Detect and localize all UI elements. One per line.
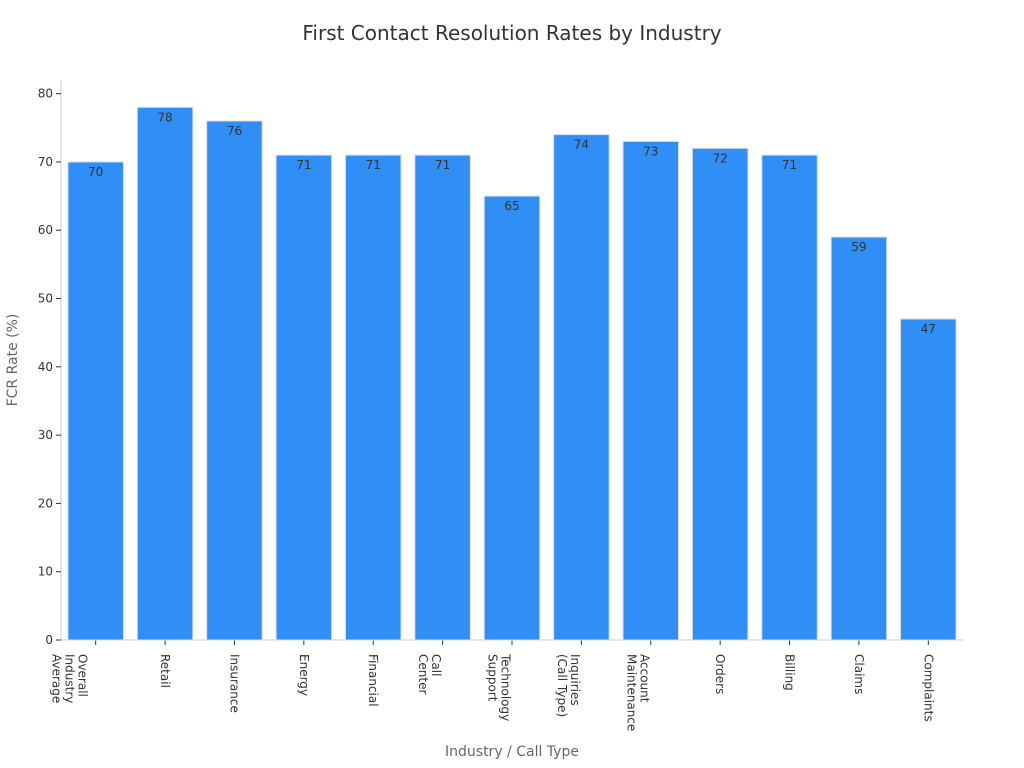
x-tick-label: Insurance bbox=[228, 654, 242, 713]
bar-value-label: 71 bbox=[296, 158, 311, 172]
x-tick-label-text: OverallIndustryAverage bbox=[50, 654, 90, 703]
x-tick-label-text: CallCenter bbox=[417, 654, 444, 694]
x-tick-label: Energy bbox=[297, 654, 311, 696]
bars bbox=[67, 106, 957, 641]
y-tick-label: 0 bbox=[45, 633, 53, 647]
x-tick-label: Complaints bbox=[922, 654, 936, 722]
x-tick-label-line: Retail bbox=[159, 654, 173, 688]
y-axis: 0 10 20 30 40 50 60 70 80 bbox=[38, 80, 62, 647]
y-tick-label: 40 bbox=[38, 360, 53, 374]
bar-value-label: 59 bbox=[851, 240, 866, 254]
bar-value-label: 73 bbox=[643, 144, 658, 158]
x-tick-label-text: Claims bbox=[852, 654, 866, 694]
x-tick-label-line: Claims bbox=[852, 654, 866, 694]
chart-title: First Contact Resolution Rates by Indust… bbox=[302, 21, 721, 45]
x-tick-label-line: Call bbox=[430, 654, 444, 676]
x-tick-label-line: Overall bbox=[76, 654, 90, 697]
x-tick-label: Inquiries(Call Type) bbox=[555, 654, 582, 717]
bar bbox=[275, 154, 333, 641]
bar-value-label: 65 bbox=[504, 199, 519, 213]
x-tick-label-line: (Call Type) bbox=[555, 654, 569, 717]
y-tick-label: 60 bbox=[38, 223, 53, 237]
bar bbox=[761, 154, 818, 641]
x-tick-label-line: Energy bbox=[297, 654, 311, 696]
bar bbox=[830, 236, 888, 641]
x-tick-label: AccountMaintenance bbox=[625, 654, 652, 731]
x-tick-label: Claims bbox=[852, 654, 866, 694]
bar-value-label: 76 bbox=[227, 124, 242, 138]
x-tick-label-text: AccountMaintenance bbox=[625, 654, 652, 731]
x-tick-label-line: Center bbox=[417, 654, 431, 694]
x-axis-title: Industry / Call Type bbox=[445, 744, 579, 760]
x-tick-label: Financial bbox=[367, 654, 381, 707]
x-tick-label-line: Inquiries bbox=[568, 654, 582, 706]
bar bbox=[414, 154, 471, 641]
bar bbox=[206, 120, 263, 641]
x-tick-label-text: Inquiries(Call Type) bbox=[555, 654, 582, 717]
bar bbox=[900, 318, 957, 641]
x-tick-label-line: Orders bbox=[714, 654, 728, 694]
x-tick-label-text: Billing bbox=[783, 654, 797, 691]
bar bbox=[622, 140, 680, 641]
x-tick-label-text: Retail bbox=[159, 654, 173, 688]
x-axis: OverallIndustryAverage Retail Insurance Ene… bbox=[50, 639, 963, 731]
x-tick-label-line: Billing bbox=[783, 654, 797, 691]
y-axis-title: FCR Rate (%) bbox=[5, 314, 21, 407]
x-tick-label-text: Orders bbox=[714, 654, 728, 694]
bar bbox=[553, 134, 610, 641]
x-tick-label-text: TechnologySupport bbox=[486, 653, 513, 721]
bar bbox=[67, 161, 124, 641]
x-tick-label-line: Account bbox=[638, 654, 652, 703]
bar bbox=[344, 154, 402, 641]
bar-value-label: 47 bbox=[921, 322, 936, 336]
x-tick-label-line: Average bbox=[50, 654, 64, 703]
y-tick-label: 50 bbox=[38, 292, 53, 306]
x-tick-label: OverallIndustryAverage bbox=[50, 654, 90, 703]
bar-value-label: 72 bbox=[713, 151, 728, 165]
y-tick-label: 20 bbox=[38, 496, 53, 510]
x-tick-label-line: Complaints bbox=[922, 654, 936, 722]
y-tick-label: 70 bbox=[38, 155, 53, 169]
x-tick-label-text: Complaints bbox=[922, 654, 936, 722]
bar-value-label: 78 bbox=[157, 110, 172, 124]
x-tick-label-line: Industry bbox=[63, 654, 77, 703]
y-tick-label: 30 bbox=[38, 428, 53, 442]
x-tick-label-line: Financial bbox=[367, 654, 381, 707]
bar bbox=[691, 147, 749, 641]
bar-value-label: 74 bbox=[574, 138, 589, 152]
x-tick-label-line: Support bbox=[486, 654, 500, 702]
bar bbox=[483, 195, 541, 641]
bar bbox=[136, 106, 194, 641]
x-tick-label-line: Insurance bbox=[228, 654, 242, 713]
y-tick-label: 80 bbox=[38, 87, 53, 101]
bar-value-label: 71 bbox=[366, 158, 381, 172]
x-tick-label-text: Financial bbox=[367, 654, 381, 707]
bar-value-label: 71 bbox=[782, 158, 797, 172]
x-tick-label: Retail bbox=[159, 654, 173, 688]
x-tick-label-line: Maintenance bbox=[625, 654, 639, 731]
bar-value-label: 70 bbox=[88, 165, 103, 179]
y-tick-label: 10 bbox=[38, 565, 53, 579]
bar-labels: 70 78 76 71 71 71 65 74 73 72 71 59 47 bbox=[88, 110, 936, 336]
bar-value-label: 71 bbox=[435, 158, 450, 172]
x-tick-label-text: Energy bbox=[297, 654, 311, 696]
x-tick-label: Orders bbox=[714, 654, 728, 694]
x-tick-label-text: Insurance bbox=[228, 654, 242, 713]
x-tick-label: Billing bbox=[783, 654, 797, 691]
x-tick-label: CallCenter bbox=[417, 654, 444, 694]
x-tick-label-line: Technology bbox=[499, 653, 513, 721]
x-tick-label: TechnologySupport bbox=[486, 653, 513, 721]
